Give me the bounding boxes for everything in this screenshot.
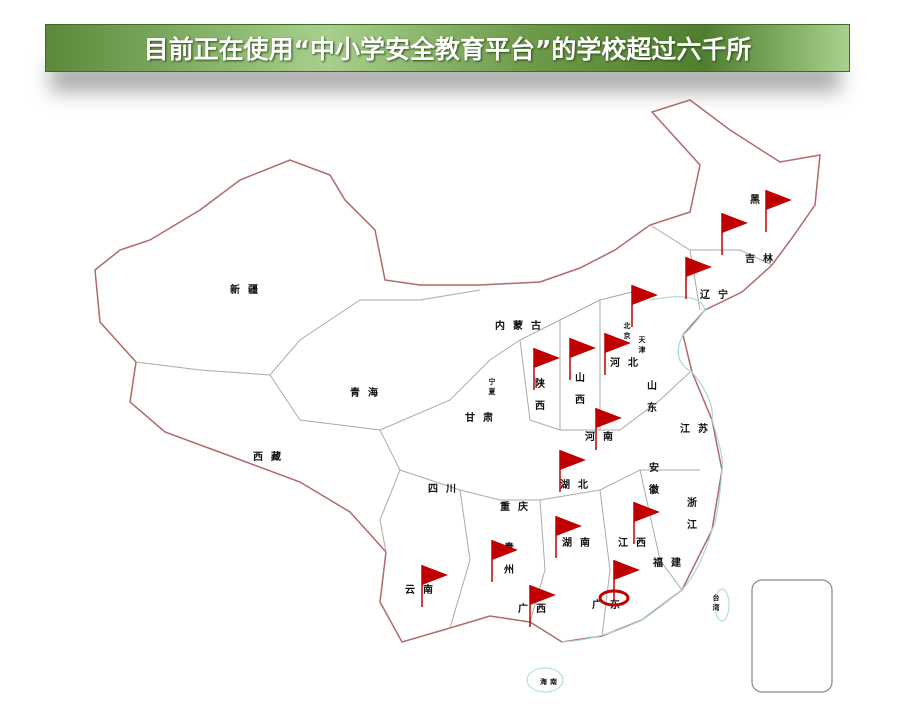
flag-cloth [492, 540, 518, 560]
flag-cloth [556, 516, 582, 536]
province-label: 福建 [652, 556, 689, 569]
flag-cloth [534, 348, 560, 368]
flag-cloth [530, 585, 556, 605]
province-label: 新疆 [230, 283, 266, 296]
province-label: 山西 [573, 371, 585, 416]
province-label: 四川 [428, 483, 464, 495]
province-label: 台湾 [712, 593, 720, 614]
province-label: 甘肃 [465, 411, 501, 424]
flag-cloth [722, 213, 748, 233]
flag-cloth [605, 333, 631, 353]
red-flag-icon [765, 190, 792, 232]
flag-cloth [422, 565, 448, 585]
province-label: 辽宁 [700, 288, 736, 301]
hainan-island [526, 667, 564, 693]
province-label: 海南 [540, 677, 560, 686]
province-label: 北京 [623, 321, 631, 342]
province-label: 吉林 [745, 252, 781, 265]
province-label: 广西 [518, 602, 554, 615]
red-flag-icon [598, 560, 640, 607]
province-labels: 黑龙吉林辽宁北京天津河北山东内蒙古新疆青海西藏甘肃宁夏陕西山西河南江苏安徽湖北浙… [230, 193, 781, 686]
red-flag-icon [421, 565, 448, 607]
province-label: 山东 [645, 379, 657, 424]
red-flag-icon [631, 285, 658, 327]
red-flag-icon [595, 408, 622, 450]
south-china-sea-inset [751, 579, 833, 693]
red-flag-icon [633, 502, 660, 544]
flag-cloth [632, 285, 658, 305]
province-label: 天津 [638, 336, 647, 356]
title-banner: 目前正在使用“中小学安全教育平台”的学校超过六千所 [45, 24, 850, 72]
province-label: 河南 [585, 430, 621, 443]
flag-cloth [560, 450, 586, 470]
red-flag-icon [533, 348, 560, 390]
province-label: 西藏 [253, 450, 289, 463]
province-label: 陕西 [533, 377, 545, 422]
red-flag-icon [559, 450, 586, 492]
province-borders [135, 224, 773, 637]
flag-cloth [686, 257, 712, 277]
red-flag-icon [555, 516, 582, 558]
province-label: 青海 [350, 386, 386, 399]
province-label: 重庆 [500, 500, 536, 513]
red-flag-icon [685, 257, 712, 299]
flags [421, 190, 792, 627]
province-label: 安徽 [647, 461, 660, 506]
province-label: 湖南 [562, 536, 598, 549]
flag-cloth [614, 560, 640, 580]
province-label: 浙江 [685, 496, 697, 541]
province-label: 河北 [610, 356, 646, 369]
taiwan-island [714, 588, 730, 622]
province-label: 湖北 [560, 478, 596, 491]
red-flag-icon [721, 213, 748, 255]
flag-cloth [766, 190, 792, 210]
red-flag-icon [529, 585, 556, 627]
red-flag-icon [491, 540, 518, 582]
red-flag-icon [604, 333, 631, 375]
flag-cloth [634, 502, 660, 522]
flag-cloth [570, 338, 596, 358]
coastline [561, 296, 724, 643]
province-label: 江西 [618, 536, 654, 549]
province-label: 江苏 [680, 422, 716, 435]
red-flag-icon [569, 338, 596, 380]
flag-cloth [596, 408, 622, 428]
province-label: 宁夏 [488, 377, 497, 398]
country-outline [94, 99, 821, 643]
province-label: 云南 [405, 583, 441, 596]
page-title: 目前正在使用“中小学安全教育平台”的学校超过六千所 [143, 35, 752, 64]
province-label: 内蒙古 [495, 319, 549, 332]
